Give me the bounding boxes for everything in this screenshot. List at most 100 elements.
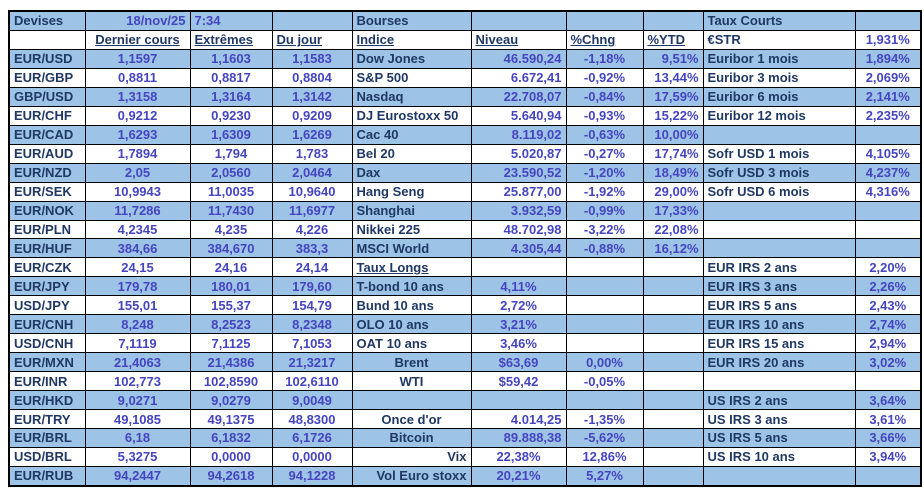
index-chng: -0,99% — [565, 200, 644, 221]
empty-cell — [702, 200, 856, 221]
bond-yield: 2,72% — [470, 295, 567, 316]
empty-cell — [642, 257, 704, 278]
empty-cell — [642, 390, 704, 411]
index-level: 22.708,07 — [470, 86, 567, 107]
table-row: EUR/CHF 0,9212 0,9230 0,9209 DJ Eurostox… — [8, 105, 922, 126]
currency-pair: EUR/BRL — [8, 428, 86, 448]
table-row: EUR/NZD 2,05 2,0560 2,0464 Dax 23.590,52… — [8, 162, 922, 183]
currency-last: 384,66 — [84, 238, 191, 259]
currency-pair: USD/CNH — [8, 333, 86, 354]
currency-dujour: 1,1583 — [271, 48, 353, 69]
index-level: 23.590,52 — [470, 162, 567, 183]
index-level: 5.020,87 — [470, 143, 567, 164]
time-label: 7:34 — [189, 10, 273, 31]
rate-name: Sofr USD 6 mois — [702, 181, 856, 202]
taux-courts-title: Taux Courts — [702, 10, 856, 31]
currency-last: 6,18 — [84, 428, 191, 448]
currency-dujour: 0,8804 — [271, 67, 353, 88]
commodity-chng: 0,00% — [565, 352, 644, 373]
taux-longs-title: Taux Longs — [351, 257, 472, 278]
index-ytd: 9,51% — [642, 48, 704, 69]
index-name: Dax — [351, 162, 472, 183]
currency-last: 4,2345 — [84, 219, 191, 240]
bourses-title: Bourses — [351, 10, 472, 31]
empty-cell — [351, 390, 472, 411]
rate-name: US IRS 3 ans — [702, 409, 856, 429]
empty-cell — [854, 465, 922, 487]
index-chng: -0,63% — [565, 124, 644, 145]
index-level: 48.702,98 — [470, 219, 567, 240]
empty-cell — [702, 124, 856, 145]
rate-value: 2,26% — [854, 276, 922, 297]
index-level: 8.119,02 — [470, 124, 567, 145]
currency-last: 102,773 — [84, 371, 191, 392]
currency-extremes: 1,794 — [189, 143, 273, 164]
rate-value: 1,931% — [854, 29, 922, 50]
rate-value: 3,66% — [854, 428, 922, 448]
table-row: USD/CNH 7,1119 7,1125 7,1053 OAT 10 ans … — [8, 333, 922, 354]
currency-last: 7,1119 — [84, 333, 191, 354]
table-row: USD/BRL 5,3275 0,0000 0,0000 Vix 22,38% … — [8, 446, 922, 467]
table-row: EUR/CNH 8,248 8,2523 8,2348 OLO 10 ans 3… — [8, 314, 922, 335]
currency-extremes: 1,6309 — [189, 124, 273, 145]
rate-name: US IRS 2 ans — [702, 390, 856, 411]
table-row: EUR/RUB 94,2447 94,2618 94,1228 Vol Euro… — [8, 465, 922, 487]
index-name: Dow Jones — [351, 48, 472, 69]
table-row: EUR/JPY 179,78 180,01 179,60 T-bond 10 a… — [8, 276, 922, 297]
empty-cell — [854, 238, 922, 259]
currency-last: 11,7286 — [84, 200, 191, 221]
empty-cell — [854, 371, 922, 392]
currency-pair: EUR/MXN — [8, 352, 86, 373]
currency-last: 179,78 — [84, 276, 191, 297]
currency-dujour: 179,60 — [271, 276, 353, 297]
index-name: Cac 40 — [351, 124, 472, 145]
commodity-chng: 12,86% — [565, 446, 644, 467]
rate-name: EUR IRS 15 ans — [702, 333, 856, 354]
rate-value: 4,316% — [854, 181, 922, 202]
index-ytd: 10,00% — [642, 124, 704, 145]
currency-last: 1,3158 — [84, 86, 191, 107]
currency-last: 10,9943 — [84, 181, 191, 202]
currency-extremes: 8,2523 — [189, 314, 273, 335]
currency-dujour: 21,3217 — [271, 352, 353, 373]
table-row: EUR/HUF 384,66 384,670 383,3 MSCI World … — [8, 238, 922, 259]
commodity-chng: -5,62% — [565, 428, 644, 448]
currency-dujour: 102,6110 — [271, 371, 353, 392]
rate-value: 3,64% — [854, 390, 922, 411]
currency-dujour: 2,0464 — [271, 162, 353, 183]
bond-name: OAT 10 ans — [351, 333, 472, 354]
index-name: Shanghai — [351, 200, 472, 221]
bond-name: OLO 10 ans — [351, 314, 472, 335]
empty-cell — [565, 257, 644, 278]
commodity-value: 4.014,25 — [470, 409, 567, 429]
commodity-value: $59,42 — [470, 371, 567, 392]
currency-pair: GBP/USD — [8, 86, 86, 107]
commodity-name: Vol Euro stoxx — [351, 465, 472, 487]
currency-last: 0,8811 — [84, 67, 191, 88]
rate-name: EUR IRS 10 ans — [702, 314, 856, 335]
empty-cell — [642, 314, 704, 335]
col-header-indice: Indice — [351, 29, 472, 50]
currency-pair: EUR/NOK — [8, 200, 86, 221]
currency-extremes: 2,0560 — [189, 162, 273, 183]
empty-cell — [470, 10, 567, 31]
currency-last: 21,4063 — [84, 352, 191, 373]
currency-dujour: 8,2348 — [271, 314, 353, 335]
commodity-value: 22,38% — [470, 446, 567, 467]
currency-pair: EUR/AUD — [8, 143, 86, 164]
rate-value: 2,141% — [854, 86, 922, 107]
index-level: 6.672,41 — [470, 67, 567, 88]
index-name: MSCI World — [351, 238, 472, 259]
rate-value: 2,94% — [854, 333, 922, 354]
currency-dujour: 154,79 — [271, 295, 353, 316]
currency-dujour: 383,3 — [271, 238, 353, 259]
index-ytd: 18,49% — [642, 162, 704, 183]
commodity-name: WTI — [351, 371, 472, 392]
table-row: GBP/USD 1,3158 1,3164 1,3142 Nasdaq 22.7… — [8, 86, 922, 107]
date-label: 18/nov/25 — [84, 10, 191, 31]
index-chng: -0,88% — [565, 238, 644, 259]
rate-value: 2,74% — [854, 314, 922, 335]
currency-dujour: 48,8300 — [271, 409, 353, 429]
index-ytd: 29,00% — [642, 181, 704, 202]
